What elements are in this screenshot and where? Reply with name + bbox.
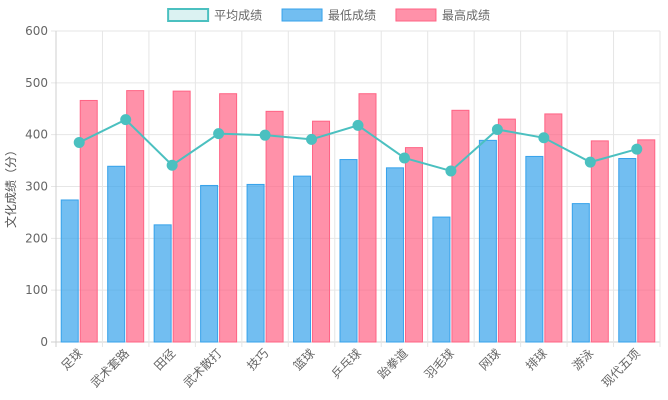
y-tick-label: 400 bbox=[25, 128, 48, 142]
legend-swatch-2 bbox=[395, 8, 437, 22]
bar-min-11 bbox=[571, 203, 590, 343]
x-tick-label: 武术套路 bbox=[87, 346, 132, 391]
bar-min-10 bbox=[525, 155, 544, 343]
x-tick-label: 武术散打 bbox=[180, 346, 225, 391]
bar-min-8 bbox=[432, 216, 451, 343]
average-point-5 bbox=[306, 133, 318, 145]
x-axis: 足球 武术套路 田径 武术散打 技巧 篮球 乒乓球 跆拳道 羽毛球 网球 排球 游泳 现代五项 bbox=[58, 346, 642, 391]
x-tick-label: 篮球 bbox=[290, 346, 318, 374]
bar-max-12 bbox=[637, 139, 656, 343]
legend-swatch-0 bbox=[167, 8, 210, 22]
bar-max-8 bbox=[451, 109, 470, 343]
bar-min-3 bbox=[200, 184, 219, 343]
average-point-9 bbox=[491, 123, 503, 135]
average-point-0 bbox=[73, 136, 85, 148]
bar-max-9 bbox=[497, 118, 516, 343]
average-point-2 bbox=[166, 159, 178, 171]
bar-max-0 bbox=[79, 99, 98, 343]
bar-min-1 bbox=[107, 165, 126, 343]
average-point-7 bbox=[398, 152, 410, 164]
average-point-8 bbox=[445, 165, 457, 177]
average-line bbox=[73, 114, 643, 177]
average-point-6 bbox=[352, 119, 364, 131]
x-tick-label: 游泳 bbox=[570, 346, 597, 373]
average-point-12 bbox=[631, 143, 643, 155]
bar-max-5 bbox=[312, 120, 331, 343]
bar-min-6 bbox=[339, 159, 358, 343]
y-tick-label: 100 bbox=[25, 283, 48, 297]
average-point-10 bbox=[538, 132, 550, 144]
legend-label-0: 平均成绩 bbox=[214, 9, 262, 23]
y-tick-label: 200 bbox=[25, 231, 48, 245]
average-point-11 bbox=[584, 156, 596, 168]
bar-min-12 bbox=[618, 158, 637, 343]
x-tick-label: 现代五项 bbox=[599, 346, 643, 390]
bar-max-4 bbox=[265, 110, 284, 343]
bar-min-2 bbox=[153, 224, 172, 343]
bar-max-2 bbox=[172, 90, 191, 343]
y-tick-label: 600 bbox=[25, 24, 48, 38]
legend: 平均成绩 最低成绩 最高成绩 bbox=[167, 8, 490, 23]
bar-max-10 bbox=[544, 113, 563, 343]
legend-label-2: 最高成绩 bbox=[442, 8, 490, 23]
bar-min-7 bbox=[385, 167, 404, 343]
bar-max-6 bbox=[358, 93, 377, 343]
bar-min-4 bbox=[246, 183, 265, 343]
x-tick-label: 技巧 bbox=[244, 346, 271, 373]
bar-max-7 bbox=[404, 147, 423, 343]
y-tick-label: 300 bbox=[25, 180, 48, 194]
x-tick-label: 羽毛球 bbox=[422, 346, 457, 381]
x-tick-label: 排球 bbox=[523, 346, 550, 373]
gridlines bbox=[51, 30, 661, 347]
bar-min-5 bbox=[293, 175, 312, 343]
legend-label-1: 最低成绩 bbox=[328, 9, 376, 23]
y-tick-label: 0 bbox=[40, 335, 48, 349]
x-tick-label: 田径 bbox=[151, 346, 178, 373]
x-tick-label: 乒乓球 bbox=[329, 346, 364, 381]
bar-min-9 bbox=[478, 139, 497, 343]
y-tick-label: 500 bbox=[25, 76, 48, 90]
average-point-4 bbox=[259, 129, 271, 141]
x-tick-label: 网球 bbox=[477, 346, 504, 373]
average-point-3 bbox=[213, 128, 225, 140]
bar-min-0 bbox=[60, 199, 79, 343]
bar-max-1 bbox=[126, 90, 145, 343]
average-point-1 bbox=[120, 114, 132, 126]
y-axis-title: 文化成绩（分） bbox=[3, 144, 18, 228]
x-tick-label: 足球 bbox=[58, 346, 85, 373]
legend-swatch-1 bbox=[281, 8, 323, 22]
y-axis: 文化成绩（分） 0 100 200 300 400 500 600 bbox=[3, 24, 48, 349]
bar-max-3 bbox=[219, 93, 238, 343]
bar-max-11 bbox=[590, 140, 609, 343]
x-tick-label: 跆拳道 bbox=[375, 346, 411, 382]
bars bbox=[60, 90, 656, 343]
